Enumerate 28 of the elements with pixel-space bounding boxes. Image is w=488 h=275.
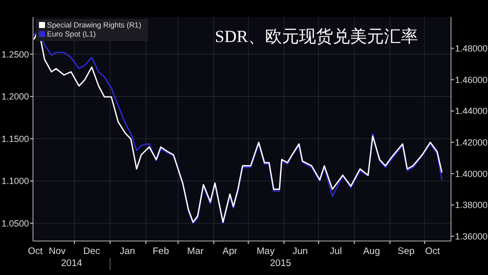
- x-tick-label: Dec: [83, 246, 100, 257]
- text: 2014: [61, 258, 82, 269]
- text: SDR、欧元现货兑美元汇率: [214, 27, 418, 46]
- x-tick-label: Oct: [28, 246, 44, 257]
- y-tick-label: 1.1000: [1, 176, 29, 186]
- x-tick-label: Nov: [48, 246, 66, 257]
- x-tick-label: Oct: [425, 246, 440, 257]
- x-tick-label: May: [256, 246, 275, 257]
- y-tick-label: 1.2500: [1, 49, 29, 60]
- x-tick-label: Sep: [398, 246, 415, 257]
- text: 2015: [270, 258, 292, 269]
- y2-tick-label: 1.48000: [455, 43, 488, 54]
- x-tick-label: Jun: [292, 246, 308, 257]
- y2-tick-label: 1.42000: [455, 137, 488, 148]
- y-tick-label: 1.2000: [1, 92, 29, 102]
- x-tick-label: Jan: [120, 246, 136, 257]
- x-tick-label: Jul: [330, 246, 342, 257]
- y-tick-label: 1.1500: [1, 134, 29, 144]
- x-tick-label: Apr: [222, 246, 238, 257]
- y2-tick-label: 1.40000: [455, 168, 488, 179]
- y2-tick-label: 1.38000: [455, 200, 488, 210]
- x-tick-label: Feb: [152, 246, 170, 257]
- y2-tick-label: 1.36000: [455, 231, 488, 242]
- x-tick-label: Aug: [363, 246, 380, 257]
- y-tick-label: 1.0500: [1, 218, 29, 228]
- y2-tick-label: 1.46000: [455, 74, 488, 85]
- y2-tick-label: 1.44000: [455, 106, 488, 116]
- x-tick-label: Mar: [187, 246, 204, 257]
